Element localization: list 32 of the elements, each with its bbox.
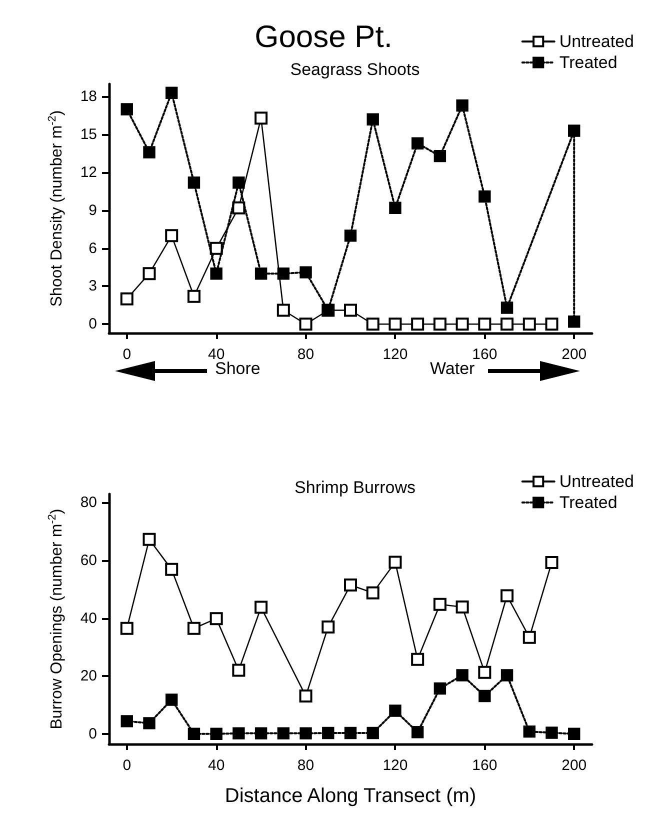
y-tick-label: 20 <box>80 668 97 685</box>
x-tick-label: 80 <box>297 346 314 363</box>
x-tick-label: 120 <box>382 346 408 363</box>
x-tick-label: 120 <box>382 757 408 774</box>
chart-subtitle: Seagrass Shoots <box>290 60 420 79</box>
y-axis-title: Shoot Density (number m-2) <box>46 110 66 307</box>
chart-title: Goose Pt. <box>254 19 392 54</box>
legend-label: Treated <box>559 493 618 512</box>
y-tick-label: 6 <box>88 240 97 257</box>
x-axis-title: Distance Along Transect (m) <box>224 785 476 807</box>
y-tick-label: 3 <box>88 278 97 295</box>
y-axis-title: Burrow Openings (number m-2) <box>46 508 66 730</box>
y-tick-label: 18 <box>80 88 97 106</box>
x-tick-label: 40 <box>208 757 225 774</box>
x-tick-label: 80 <box>297 757 314 774</box>
x-tick-label: 200 <box>562 757 587 774</box>
y-tick-label: 9 <box>88 202 97 219</box>
legend-label: Untreated <box>559 32 634 51</box>
y-tick-label: 60 <box>80 552 97 569</box>
y-tick-label: 12 <box>80 164 97 181</box>
x-tick-label: 160 <box>472 757 498 774</box>
y-tick-label: 0 <box>88 725 97 742</box>
legend-label: Treated <box>559 53 618 72</box>
x-tick-label: 200 <box>562 346 587 363</box>
x-tick-label: 0 <box>122 757 132 774</box>
legend-label: Untreated <box>559 472 634 491</box>
y-tick-label: 40 <box>80 610 97 627</box>
y-tick-label: 0 <box>88 316 97 333</box>
x-tick-label: 0 <box>122 346 132 363</box>
y-tick-label: 15 <box>80 126 97 144</box>
chart-title: Shrimp Burrows <box>294 478 416 497</box>
y-tick-label: 80 <box>80 494 97 512</box>
